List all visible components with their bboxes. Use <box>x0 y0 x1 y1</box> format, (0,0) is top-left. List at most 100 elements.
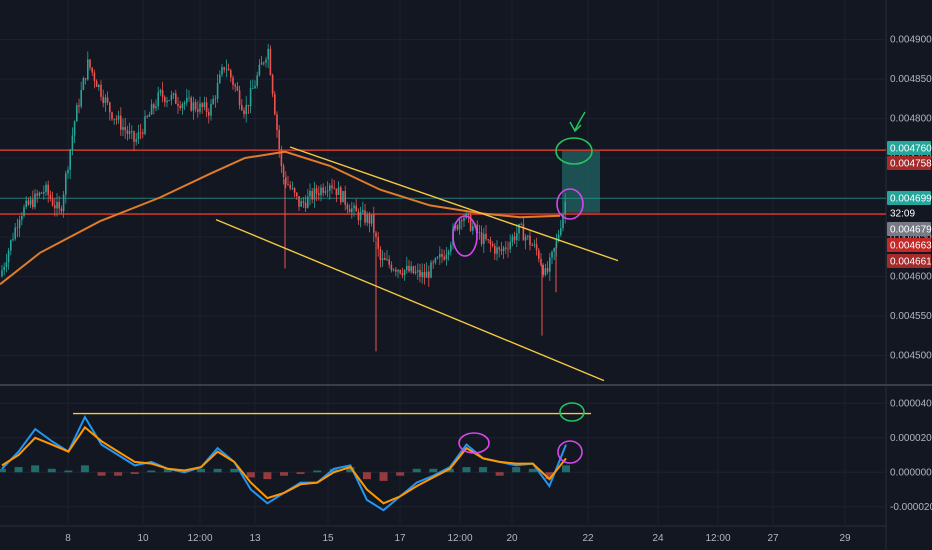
macd-histogram-bar <box>230 468 239 473</box>
candle-body <box>296 192 298 197</box>
candle-body <box>155 106 157 109</box>
candle-body <box>518 224 520 234</box>
candle-body <box>197 109 199 112</box>
candle-body <box>403 269 406 276</box>
macd-histogram-bar <box>346 467 355 473</box>
macd-line <box>1 414 567 512</box>
candle-body <box>18 219 21 228</box>
candle-body <box>538 250 540 259</box>
candle-body <box>291 188 294 189</box>
candle-body <box>476 224 478 234</box>
candle-body <box>322 187 324 193</box>
trendlines <box>215 146 619 382</box>
price-tag-label: 0.004699 <box>890 194 932 205</box>
candle-body <box>84 78 87 80</box>
candle-body <box>384 258 386 260</box>
x-tick-label: 29 <box>839 533 851 544</box>
candle-body <box>333 187 335 189</box>
candle-body <box>300 201 302 207</box>
pink-circle-marker <box>557 440 583 464</box>
candle-body <box>58 201 60 209</box>
candle-body <box>500 249 503 252</box>
candle-body <box>397 270 399 272</box>
candle-body <box>406 265 408 270</box>
candle-body <box>331 185 333 188</box>
candle-body <box>161 90 164 97</box>
macd-histogram-bar <box>147 470 156 473</box>
candle-body <box>531 245 533 247</box>
candle-body <box>276 114 278 130</box>
candle-body <box>359 212 362 221</box>
candle-body <box>164 96 166 103</box>
candle-body <box>113 118 115 120</box>
price-tag-label: 32:09 <box>890 209 915 220</box>
candle-body <box>29 199 32 205</box>
candle-body <box>120 115 122 130</box>
price-tag-bg <box>887 254 931 268</box>
candle-body <box>150 104 153 115</box>
candle-body <box>414 271 417 274</box>
candle-body <box>278 129 280 150</box>
price-tag: 32:09 <box>887 206 931 220</box>
candle-body <box>95 80 98 87</box>
x-tick-label: 17 <box>394 533 406 544</box>
macd-pane <box>0 402 591 512</box>
price-tag-bg <box>887 191 931 205</box>
candle-body <box>430 262 432 278</box>
price-tag-bg <box>887 222 931 236</box>
candle-body <box>395 269 397 272</box>
candle-body <box>436 257 439 259</box>
y-tick-label: 0.004600 <box>890 271 932 282</box>
candle-body <box>219 74 221 84</box>
candle-body <box>190 97 192 111</box>
x-tick-label: 8 <box>65 533 71 544</box>
candle-body <box>166 100 168 103</box>
candle-body <box>203 102 206 107</box>
candle-body <box>445 254 448 260</box>
price-tag-bg <box>887 156 931 170</box>
price-axis: 0.0049000.0048500.0048000.0047500.004700… <box>887 35 932 513</box>
candle-body <box>551 251 553 258</box>
green-circle-marker <box>559 402 585 422</box>
price-tag: 0.004679 <box>887 222 932 236</box>
candle-body <box>344 191 346 205</box>
macd-histogram-bar <box>462 467 471 473</box>
candle-body <box>432 262 434 264</box>
candle-body <box>205 102 208 112</box>
candle-body <box>456 225 459 230</box>
candle-body <box>241 104 243 111</box>
macd-y-tick-label: 0.000020 <box>890 433 932 444</box>
candle-body <box>238 90 241 105</box>
macd-histogram-bar <box>263 472 272 480</box>
candle-body <box>390 264 393 271</box>
candle-body <box>221 67 223 75</box>
candle-body <box>148 114 151 117</box>
candle-body <box>32 199 34 208</box>
x-tick-label: 12:00 <box>705 533 730 544</box>
candle-body <box>131 131 133 133</box>
candle-body <box>78 105 80 107</box>
candle-body <box>318 193 320 196</box>
candle-body <box>434 258 437 263</box>
y-tick-label: 0.004800 <box>890 114 932 125</box>
annotations <box>452 111 593 257</box>
candle-body <box>489 239 492 245</box>
candle-body <box>216 83 219 99</box>
candle-body <box>47 184 49 195</box>
candle-body <box>186 97 188 103</box>
x-tick-label: 27 <box>767 533 779 544</box>
candle-body <box>54 205 56 209</box>
y-tick-label: 0.004550 <box>890 311 932 322</box>
candle-body <box>480 232 483 244</box>
candle-body <box>109 102 111 113</box>
candle-body <box>348 209 351 213</box>
position-zones <box>562 150 600 215</box>
candle-body <box>252 88 254 90</box>
candle-body <box>128 131 131 134</box>
macd-histogram-bar <box>313 470 322 473</box>
candle-body <box>223 67 225 70</box>
candle-body <box>126 130 129 134</box>
macd-y-tick-label: -0.000020 <box>890 502 932 513</box>
candle-body <box>199 103 201 112</box>
